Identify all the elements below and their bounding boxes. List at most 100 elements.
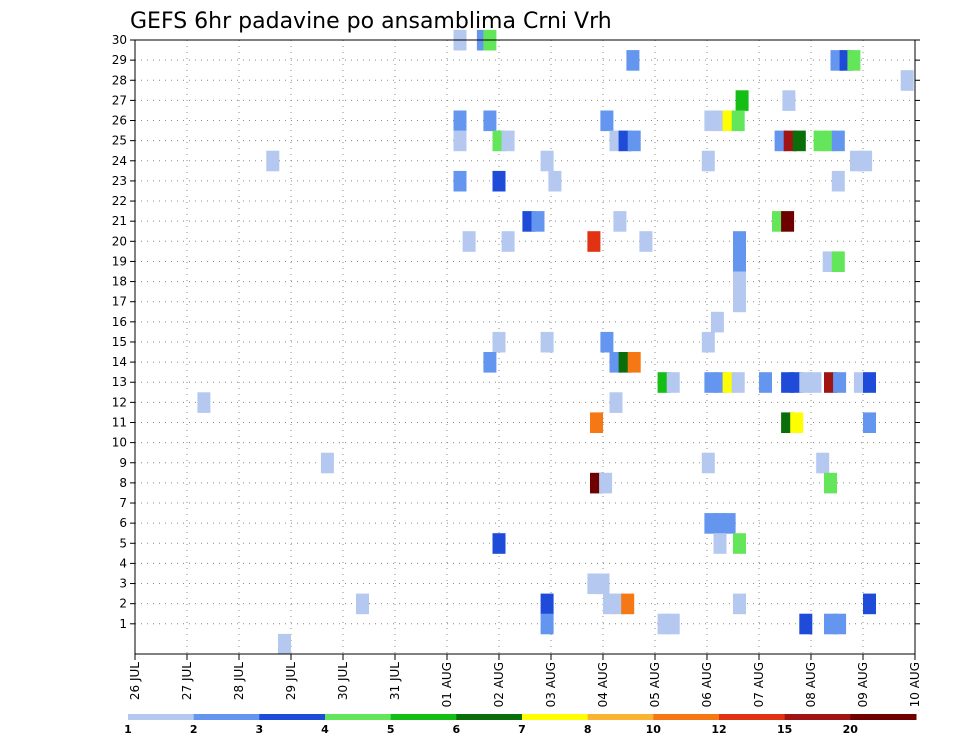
grid-lines [135,39,915,654]
data-cell [453,170,467,192]
data-cell [710,311,724,333]
y-tick-label: 1 [119,617,127,631]
data-cell [863,412,876,433]
y-tick-label: 21 [112,214,127,228]
data-cell [548,170,562,192]
data-cell [600,110,614,132]
data-cell [540,150,554,172]
data-cell [626,50,640,71]
data-cell [733,291,746,313]
data-cell [590,412,603,433]
data-cell [831,251,845,272]
legend-swatch [456,714,523,720]
data-cell [666,372,680,393]
data-cell [599,472,613,494]
legend-swatch [653,714,720,720]
data-cell [799,613,813,635]
x-tick-label: 28 JUL [232,662,246,700]
legend-swatch [784,714,851,720]
data-cell [453,130,467,152]
data-cell [863,372,876,393]
x-tick-label: 06 AUG [700,662,714,707]
data-cell [790,412,804,433]
data-cell [847,50,861,71]
data-cell [792,130,806,152]
data-cell [701,331,715,353]
data-cell [609,392,623,413]
y-tick-label: 16 [112,315,127,329]
data-cell [713,533,727,554]
y-tick-label: 17 [112,295,127,309]
data-cell [587,231,601,252]
legend-swatch [128,714,195,720]
y-tick-label: 6 [119,516,127,530]
data-cell [501,130,515,152]
data-cell [197,392,211,413]
legend-swatch [522,714,589,720]
data-cell [613,211,627,232]
data-cell [540,331,554,353]
data-cell [863,593,876,615]
data-cell [833,613,847,635]
data-cell [722,513,736,534]
y-tick-label: 12 [112,395,127,409]
data-cell [731,372,745,393]
data-cell [701,150,715,172]
legend-label: 20 [843,723,859,736]
y-tick-label: 8 [119,476,127,490]
y-tick-label: 18 [112,275,127,289]
data-cell [483,352,497,373]
y-tick-label: 5 [119,536,127,550]
data-cell [781,211,795,232]
y-tick-label: 26 [112,114,127,128]
x-axis: 26 JUL 27 JUL 28 JUL 29 JUL 30 JUL 31 JUL 01 A… [128,654,922,707]
y-tick-label: 3 [119,577,127,591]
data-cell [492,170,506,192]
x-tick-label: 10 AUG [908,662,922,707]
y-axis: 1234567891011121314151617181920212223242… [112,33,920,631]
y-tick-label: 14 [112,355,127,369]
data-cell [733,533,746,554]
data-cell [831,170,845,192]
legend-label: 5 [387,723,395,736]
legend-swatch [390,714,457,720]
y-tick-label: 25 [112,134,127,148]
legend-label: 4 [321,723,329,736]
data-cell [531,211,545,232]
y-tick-label: 15 [112,335,127,349]
legend-label: 6 [452,723,460,736]
legend-label: 12 [711,723,726,736]
y-tick-label: 4 [119,556,127,570]
y-tick-label: 22 [112,194,127,208]
legend-label: 7 [518,723,526,736]
data-cell [731,110,745,132]
x-tick-label: 01 AUG [440,662,454,707]
data-cell [831,130,845,152]
x-tick-label: 29 JUL [284,662,298,700]
legend-swatch [850,714,917,720]
plot-frame [134,39,916,655]
data-cell [356,593,369,615]
y-tick-label: 2 [119,597,127,611]
legend-label: 10 [646,723,662,736]
legend-label: 15 [777,723,792,736]
y-tick-label: 9 [119,456,127,470]
data-cell [859,150,873,172]
x-tick-label: 04 AUG [596,662,610,707]
x-tick-label: 31 JUL [388,662,402,700]
legend-label: 1 [124,723,132,736]
data-cell [816,452,830,474]
legend-label: 3 [255,723,263,736]
y-tick-label: 11 [112,415,127,429]
y-tick-label: 10 [112,436,127,450]
data-cell [540,593,554,615]
y-tick-label: 27 [112,93,127,107]
x-tick-label: 02 AUG [492,662,506,707]
data-cell [320,452,334,474]
legend-swatch [719,714,786,720]
y-tick-label: 19 [112,254,127,268]
y-tick-label: 29 [112,53,127,67]
legend-swatch [587,714,654,720]
x-tick-label: 05 AUG [648,662,662,707]
